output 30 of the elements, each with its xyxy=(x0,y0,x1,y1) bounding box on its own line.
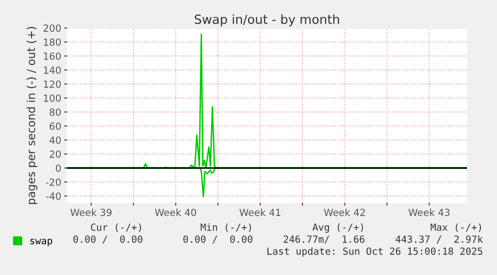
x-tick-label: Week 43 xyxy=(408,208,450,216)
y-tick-label: 200 xyxy=(44,24,61,32)
y-tick-label: 160 xyxy=(44,52,61,60)
text: 246.77m/ 1.66 xyxy=(284,235,364,244)
y-tick-label: 100 xyxy=(44,94,61,102)
chart-title: Swap in/out - by month xyxy=(194,14,340,26)
y-tick-label: 0 xyxy=(56,164,61,172)
legend-label: swap xyxy=(30,238,52,246)
x-tick-label: Week 41 xyxy=(239,208,280,216)
x-tick-label: Week 40 xyxy=(154,208,196,216)
y-axis-title: pages per second in (-) / out (+) xyxy=(26,26,38,204)
y-tick-label: 60 xyxy=(50,122,61,130)
text: Avg (-/+) xyxy=(312,223,363,233)
text: 443.37 / 2.97k xyxy=(396,235,483,244)
y-tick-label: -40 xyxy=(46,192,61,200)
y-tick-label: 20 xyxy=(50,150,61,158)
y-tick-label: 40 xyxy=(50,136,61,144)
text: 0.00 / 0.00 xyxy=(183,235,252,244)
y-tick-label: -20 xyxy=(46,178,61,186)
y-tick-label: 140 xyxy=(44,66,61,74)
x-tick-label: Week 39 xyxy=(70,208,112,216)
text: Max (-/+) xyxy=(430,223,481,232)
text: Last update: Sun Oct 26 15:00:18 2025 xyxy=(267,247,482,257)
text: 0.00 / 0.00 xyxy=(73,235,142,244)
y-tick-label: 80 xyxy=(50,108,61,116)
y-tick-label: 180 xyxy=(44,38,61,46)
y-tick-label: 120 xyxy=(44,80,61,88)
text: Cur (-/+) xyxy=(90,223,141,232)
text: Min (-/+) xyxy=(200,223,251,232)
x-tick-label: Week 42 xyxy=(324,208,365,216)
